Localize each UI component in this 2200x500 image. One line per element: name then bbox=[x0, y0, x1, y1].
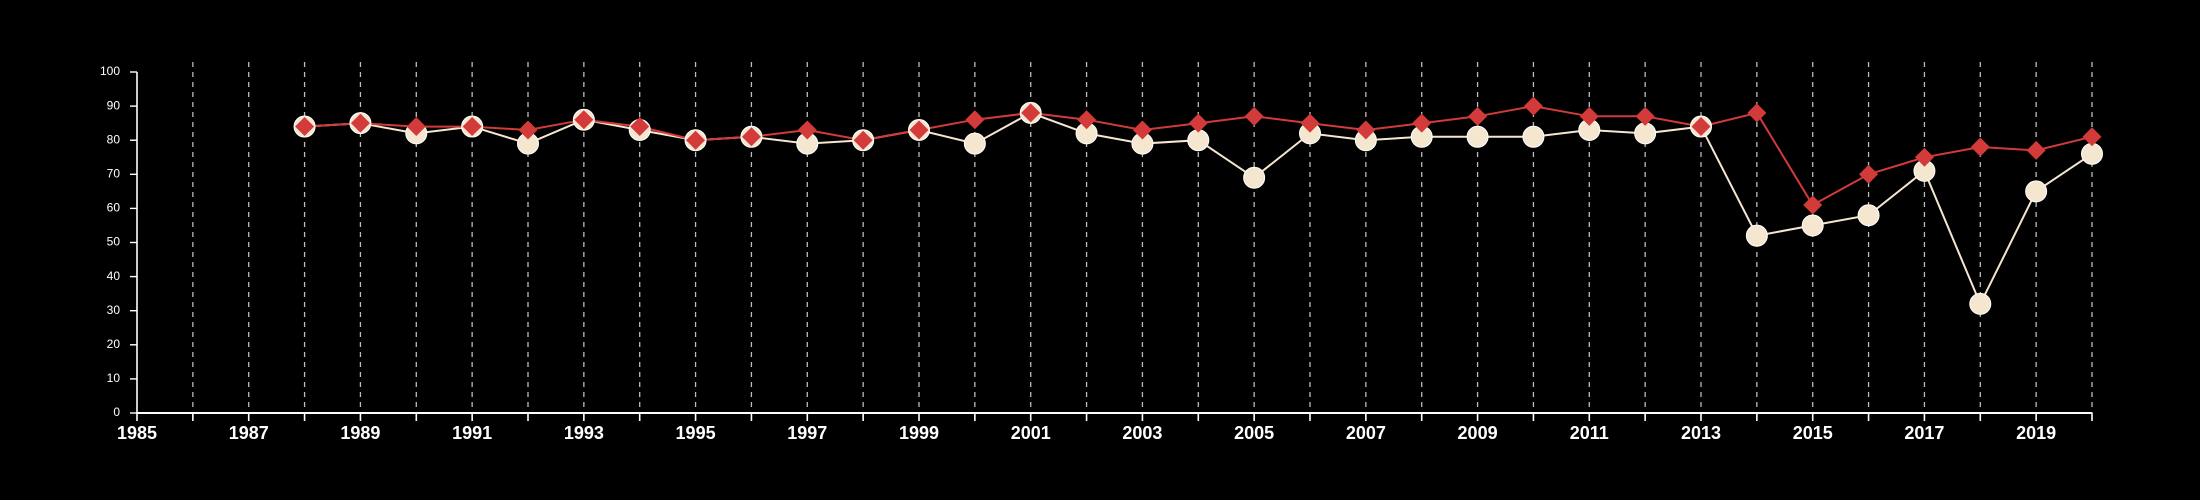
data-point-diamond bbox=[741, 127, 761, 147]
data-point-diamond bbox=[797, 120, 817, 140]
data-point-diamond bbox=[462, 117, 482, 137]
data-point-diamond bbox=[350, 113, 370, 133]
y-tick-label: 0 bbox=[113, 405, 120, 419]
data-point-circle bbox=[1187, 129, 1210, 152]
data-point-circle bbox=[1745, 224, 1768, 247]
x-tick-label: 1985 bbox=[117, 423, 157, 443]
x-tick-label: 2001 bbox=[1011, 423, 1051, 443]
x-tick-label: 2005 bbox=[1234, 423, 1274, 443]
data-point-diamond bbox=[909, 120, 929, 140]
data-point-circle bbox=[1969, 292, 1992, 315]
y-tick-label: 80 bbox=[107, 132, 121, 146]
y-tick-label: 90 bbox=[107, 98, 121, 112]
data-point-diamond bbox=[1803, 195, 1823, 215]
data-point-diamond bbox=[1914, 147, 1934, 167]
y-tick-label: 50 bbox=[107, 235, 121, 249]
data-point-diamond bbox=[1356, 120, 1376, 140]
data-point-diamond bbox=[1691, 117, 1711, 137]
x-tick-label: 1995 bbox=[676, 423, 716, 443]
data-point-diamond bbox=[518, 120, 538, 140]
y-tick-label: 60 bbox=[107, 201, 121, 215]
data-point-circle bbox=[1857, 204, 1880, 227]
data-point-diamond bbox=[1300, 113, 1320, 133]
data-point-diamond bbox=[1523, 96, 1543, 116]
y-tick-label: 70 bbox=[107, 166, 121, 180]
data-point-diamond bbox=[574, 110, 594, 130]
data-point-circle bbox=[1243, 166, 1266, 189]
data-point-circle bbox=[1466, 125, 1489, 148]
x-tick-label: 1999 bbox=[899, 423, 939, 443]
series bbox=[293, 96, 2103, 315]
data-point-diamond bbox=[1579, 106, 1599, 126]
data-point-diamond bbox=[1970, 137, 1990, 157]
data-point-diamond bbox=[1077, 110, 1097, 130]
x-tick-label: 2003 bbox=[1122, 423, 1162, 443]
y-tick-label: 30 bbox=[107, 303, 121, 317]
vertical-grid bbox=[192, 62, 2093, 413]
data-point-diamond bbox=[630, 117, 650, 137]
x-tick-label: 1991 bbox=[452, 423, 492, 443]
data-point-diamond bbox=[406, 117, 426, 137]
y-tick-label: 40 bbox=[107, 269, 121, 283]
data-point-diamond bbox=[1635, 106, 1655, 126]
data-point-circle bbox=[963, 132, 986, 155]
data-point-diamond bbox=[1244, 106, 1264, 126]
data-point-circle bbox=[2081, 142, 2103, 165]
data-point-diamond bbox=[965, 110, 985, 130]
y-tick-label: 10 bbox=[107, 371, 121, 385]
data-point-diamond bbox=[2082, 127, 2102, 147]
data-point-diamond bbox=[1412, 113, 1432, 133]
data-point-diamond bbox=[1188, 113, 1208, 133]
data-point-circle bbox=[1634, 122, 1657, 145]
data-point-circle bbox=[1801, 214, 1824, 237]
data-point-diamond bbox=[1021, 103, 1041, 123]
x-tick-label: 2015 bbox=[1793, 423, 1833, 443]
y-tick-label: 100 bbox=[100, 64, 120, 78]
data-point-circle bbox=[2025, 180, 2048, 203]
data-point-diamond bbox=[686, 130, 706, 150]
data-point-diamond bbox=[295, 117, 315, 137]
axes: 0 10 20 30 40 50 60 70 80 90 100 1985 1987 1989 1991 19… bbox=[100, 64, 2093, 443]
data-point-diamond bbox=[1747, 103, 1767, 123]
x-tick-label: 1987 bbox=[229, 423, 269, 443]
x-tick-label: 2007 bbox=[1346, 423, 1386, 443]
x-tick-label: 1993 bbox=[564, 423, 604, 443]
data-point-diamond bbox=[2026, 140, 2046, 160]
x-tick-label: 1989 bbox=[340, 423, 380, 443]
x-tick-label: 2017 bbox=[1904, 423, 1944, 443]
data-point-diamond bbox=[1468, 106, 1488, 126]
data-point-diamond bbox=[1859, 164, 1879, 184]
x-tick-label: 1997 bbox=[787, 423, 827, 443]
x-tick-label: 2009 bbox=[1458, 423, 1498, 443]
x-tick-label: 2013 bbox=[1681, 423, 1721, 443]
data-point-diamond bbox=[1132, 120, 1152, 140]
x-tick-label: 2019 bbox=[2016, 423, 2056, 443]
y-tick-label: 20 bbox=[107, 337, 121, 351]
data-point-circle bbox=[1522, 125, 1545, 148]
data-point-diamond bbox=[853, 130, 873, 150]
x-tick-label: 2011 bbox=[1570, 423, 1609, 443]
